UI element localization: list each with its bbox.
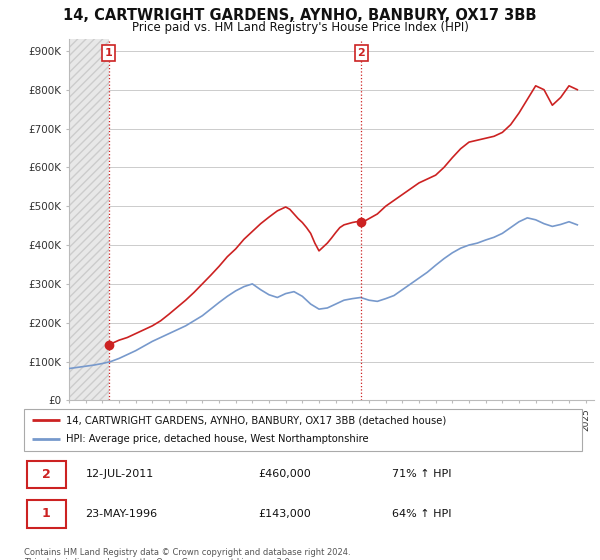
Bar: [69, 39, 109, 400]
Text: £460,000: £460,000: [259, 469, 311, 479]
Text: 71% ↑ HPI: 71% ↑ HPI: [392, 469, 452, 479]
Text: 2: 2: [42, 468, 50, 481]
Text: 1: 1: [105, 48, 113, 58]
Text: 23-MAY-1996: 23-MAY-1996: [85, 509, 158, 519]
FancyBboxPatch shape: [27, 500, 66, 528]
FancyBboxPatch shape: [27, 461, 66, 488]
FancyBboxPatch shape: [24, 409, 582, 451]
Text: 1: 1: [42, 507, 50, 520]
Bar: [69, 39, 109, 400]
Text: 14, CARTWRIGHT GARDENS, AYNHO, BANBURY, OX17 3BB (detached house): 14, CARTWRIGHT GARDENS, AYNHO, BANBURY, …: [66, 415, 446, 425]
Text: 12-JUL-2011: 12-JUL-2011: [85, 469, 154, 479]
Text: 14, CARTWRIGHT GARDENS, AYNHO, BANBURY, OX17 3BB: 14, CARTWRIGHT GARDENS, AYNHO, BANBURY, …: [63, 8, 537, 24]
Text: 64% ↑ HPI: 64% ↑ HPI: [392, 509, 452, 519]
Text: 2: 2: [357, 48, 365, 58]
Text: HPI: Average price, detached house, West Northamptonshire: HPI: Average price, detached house, West…: [66, 435, 368, 445]
Text: £143,000: £143,000: [259, 509, 311, 519]
Text: Contains HM Land Registry data © Crown copyright and database right 2024.
This d: Contains HM Land Registry data © Crown c…: [24, 548, 350, 560]
Text: Price paid vs. HM Land Registry's House Price Index (HPI): Price paid vs. HM Land Registry's House …: [131, 21, 469, 34]
